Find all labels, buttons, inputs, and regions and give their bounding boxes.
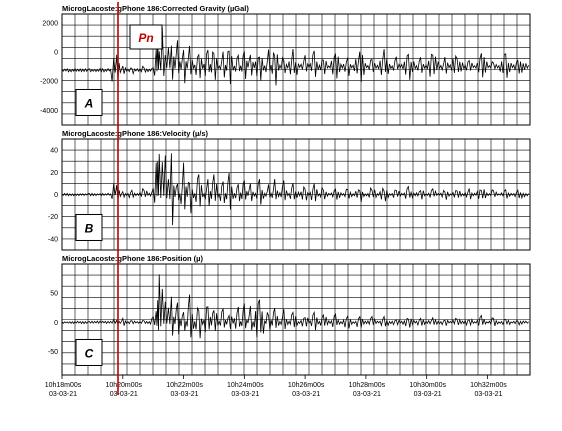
y-tick-label: 0 <box>54 320 58 327</box>
panel-label-box <box>75 213 103 241</box>
x-tick-label-date: 03-03-21 <box>49 391 77 398</box>
x-tick-label-time: 10h22m00s <box>166 382 203 389</box>
y-tick-label: -4000 <box>40 108 58 115</box>
panel-label: C <box>85 346 94 360</box>
x-tick-label-date: 03-03-21 <box>231 391 259 398</box>
x-tick-label-time: 10h24m00s <box>227 382 264 389</box>
panel-label: A <box>84 96 94 110</box>
y-tick-label: 0 <box>54 192 58 199</box>
panel-label-box <box>75 338 103 366</box>
panel-title-velocity: MicrogLacoste:gPhone 186:Velocity (µ/s) <box>62 129 209 138</box>
y-tick-label: -50 <box>48 349 58 356</box>
x-tick-label-time: 10h26m00s <box>288 382 325 389</box>
pn-annotation-box <box>129 24 163 50</box>
x-tick-label-date: 03-03-21 <box>414 391 442 398</box>
x-tick-label-time: 10h20m00s <box>105 382 142 389</box>
trace-line <box>61 153 529 226</box>
trace-line <box>61 27 529 86</box>
x-tick-label-time: 10h18m00s <box>45 382 82 389</box>
x-tick-label-date: 03-03-21 <box>110 391 138 398</box>
pn-annotation-label: Pn <box>138 31 153 45</box>
y-tick-label: -40 <box>48 236 58 243</box>
x-tick-label-time: 10h28m00s <box>349 382 386 389</box>
trace-line <box>61 274 529 339</box>
panel-velocity: MicrogLacoste:gPhone 186:Velocity (µ/s) … <box>48 129 531 251</box>
x-tick-label-time: 10h30m00s <box>409 382 446 389</box>
y-tick-label: -2000 <box>40 79 58 86</box>
panel-position: MicrogLacoste:gPhone 186:Position (µ) 50… <box>48 254 531 376</box>
y-tick-label: 0 <box>54 49 58 56</box>
panel-title-position: MicrogLacoste:gPhone 186:Position (µ) <box>62 254 204 263</box>
panel-label: B <box>85 221 94 235</box>
x-tick-label-date: 03-03-21 <box>353 391 381 398</box>
y-tick-label: 20 <box>50 170 58 177</box>
panel-gravity: MicrogLacoste:gPhone 186:Corrected Gravi… <box>40 4 531 126</box>
y-tick-label: 2000 <box>42 20 58 27</box>
panel-title-gravity: MicrogLacoste:gPhone 186:Corrected Gravi… <box>62 4 249 13</box>
y-tick-label: 40 <box>50 148 58 155</box>
panel-label-box <box>75 88 103 116</box>
x-tick-label-date: 03-03-21 <box>171 391 199 398</box>
x-tick-label-time: 10h32m00s <box>470 382 507 389</box>
x-tick-label-date: 03-03-21 <box>292 391 320 398</box>
y-tick-label: 50 <box>50 291 58 298</box>
y-tick-label: -20 <box>48 214 58 221</box>
x-tick-labels: 10h18m00s 03-03-21 10h20m00s 03-03-21 10h22m… <box>45 375 507 398</box>
x-tick-label-date: 03-03-21 <box>474 391 502 398</box>
